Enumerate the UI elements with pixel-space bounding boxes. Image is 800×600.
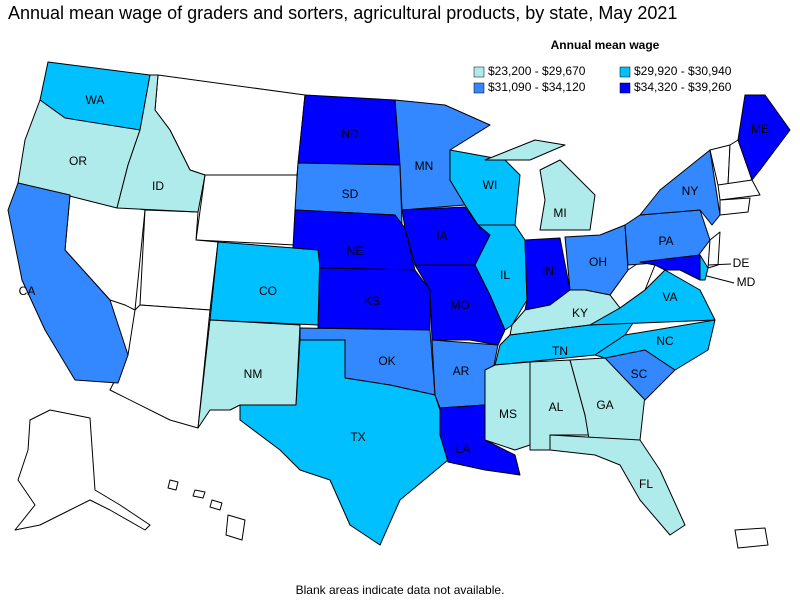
- state: [737, 94, 791, 181]
- state-label: NC: [656, 334, 674, 348]
- state-blank: [167, 479, 179, 491]
- state-label: FL: [639, 477, 653, 491]
- state-label: DE: [733, 256, 750, 270]
- state-blank: [734, 527, 769, 549]
- state-label: GA: [596, 398, 613, 412]
- state-label: LA: [456, 442, 471, 456]
- leader-line: [707, 263, 732, 266]
- state: [197, 319, 301, 429]
- legend-swatch: [619, 82, 631, 94]
- state-label: ME: [751, 122, 769, 136]
- state-label: PA: [658, 234, 673, 248]
- leader-line: [702, 274, 735, 284]
- state-blank: [209, 499, 223, 511]
- state: [317, 267, 431, 331]
- state-label: CA: [19, 284, 36, 298]
- state: [474, 224, 528, 331]
- state: [484, 139, 566, 161]
- state-label: OH: [589, 255, 607, 269]
- state-label: VA: [662, 290, 677, 304]
- legend-label: $23,200 - $29,670: [488, 64, 586, 78]
- legend-label: $31,090 - $34,120: [488, 80, 586, 94]
- state: [7, 182, 129, 384]
- states: WA OR ID CA CO NM ND SD NE KS OK TX MN IA MO AR LA WI IL MI…: [7, 61, 791, 546]
- state-blank: [225, 514, 246, 541]
- state-blank: [195, 174, 298, 246]
- state-label: OK: [378, 354, 395, 368]
- state: [484, 361, 531, 451]
- state: [539, 159, 596, 231]
- state-label: WA: [86, 93, 105, 107]
- state: [549, 434, 686, 536]
- state-label: MO: [450, 298, 469, 312]
- state-blank: [719, 197, 751, 216]
- state-label: IN: [542, 264, 554, 278]
- map-title: Annual mean wage of graders and sorters,…: [8, 3, 677, 23]
- state-label: KS: [364, 294, 380, 308]
- state-label: SC: [631, 367, 648, 381]
- legend-swatch: [473, 66, 485, 78]
- state-blank: [14, 409, 151, 531]
- note: Blank areas indicate data not available.: [296, 583, 505, 597]
- state-label: MN: [415, 159, 434, 173]
- state-label: TX: [350, 430, 365, 444]
- blank-states: [14, 74, 769, 549]
- state-label: IL: [500, 268, 510, 282]
- state: [639, 149, 721, 226]
- state-blank: [192, 489, 206, 499]
- state-label: ND: [341, 127, 359, 141]
- state-label: CO: [259, 284, 277, 298]
- state: [239, 339, 449, 546]
- legend-label: $34,320 - $39,260: [634, 80, 732, 94]
- state-blank: [109, 304, 211, 429]
- legend-title: Annual mean wage: [551, 38, 660, 52]
- state: [699, 254, 709, 281]
- state-label: IA: [436, 229, 447, 243]
- state-label: MI: [553, 206, 566, 220]
- state: [594, 319, 716, 371]
- state: [116, 74, 206, 213]
- state-label: NE: [347, 244, 364, 258]
- state-label: NM: [244, 367, 263, 381]
- state-label: MD: [737, 275, 756, 289]
- state-label: WI: [483, 178, 498, 192]
- state-label: KY: [572, 306, 588, 320]
- legend-swatch: [473, 82, 485, 94]
- state-label: NY: [682, 184, 699, 198]
- state-label: OR: [69, 154, 87, 168]
- state-label: AL: [549, 400, 564, 414]
- legend: $23,200 - $29,670 $29,920 - $30,940 $31,09…: [473, 64, 732, 94]
- state-label: MS: [499, 407, 517, 421]
- state-blank: [717, 179, 761, 201]
- state-label: SD: [342, 187, 359, 201]
- legend-label: $29,920 - $30,940: [634, 64, 732, 78]
- state-label: ID: [152, 179, 164, 193]
- legend-swatch: [619, 66, 631, 78]
- state-label: AR: [453, 364, 470, 378]
- state-blank: [707, 231, 721, 269]
- state-label: TN: [552, 344, 568, 358]
